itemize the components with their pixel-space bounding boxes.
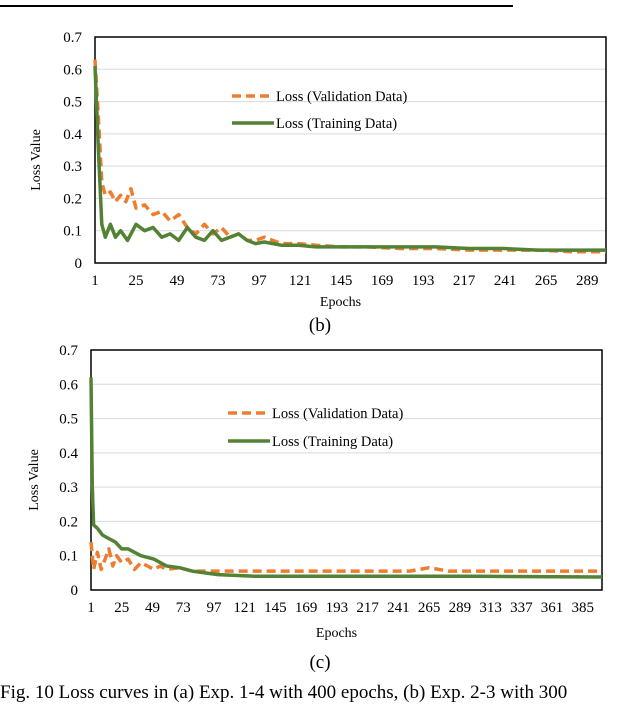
x-axis-label: Epochs [316, 626, 357, 641]
y-tick-label: 0.3 [59, 480, 78, 496]
y-tick-label: 0.4 [63, 127, 82, 143]
plot-area-border [95, 37, 606, 263]
y-tick-label: 0.5 [59, 412, 78, 428]
y-tick-label: 0.6 [63, 62, 82, 78]
x-tick-label: 97 [252, 273, 268, 289]
x-tick-label: 97 [206, 600, 222, 616]
x-tick-label: 145 [330, 273, 353, 289]
legend-label-training: Loss (Training Data) [276, 116, 397, 132]
x-tick-label: 121 [289, 273, 312, 289]
x-tick-label: 193 [326, 600, 349, 616]
x-tick-label: 1 [91, 273, 99, 289]
x-tick-label: 289 [449, 600, 472, 616]
x-tick-label: 193 [412, 273, 435, 289]
x-tick-label: 73 [211, 273, 226, 289]
x-tick-label: 289 [576, 273, 599, 289]
legend-label-validation: Loss (Validation Data) [272, 406, 403, 422]
y-tick-label: 0.7 [63, 30, 82, 46]
y-tick-label: 0 [71, 583, 79, 599]
x-tick-label: 313 [479, 600, 502, 616]
figure-caption: Fig. 10 Loss curves in (a) Exp. 1-4 with… [0, 682, 567, 704]
chart-panel-c: 0 0.1 0.2 0.3 0.4 0.5 0.6 0.7 1 25 49 73 97 121 145 169… [27, 343, 602, 673]
y-tick-label: 0.1 [59, 549, 78, 565]
x-tick-label: 265 [418, 600, 441, 616]
x-tick-label: 169 [371, 273, 394, 289]
y-tick-label: 0.7 [59, 343, 78, 359]
x-tick-label: 25 [114, 600, 129, 616]
x-tick-label: 169 [295, 600, 318, 616]
x-tick-label: 217 [356, 600, 379, 616]
x-tick-label: 241 [387, 600, 410, 616]
y-tick-label: 0.6 [59, 377, 78, 393]
x-tick-label: 241 [494, 273, 517, 289]
y-tick-label: 0 [75, 256, 83, 272]
y-tick-label: 0.2 [59, 514, 78, 530]
x-tick-label: 145 [264, 600, 287, 616]
x-tick-label: 217 [453, 273, 476, 289]
y-tick-label: 0.1 [63, 224, 82, 240]
y-tick-label: 0.3 [63, 159, 82, 175]
y-tick-label: 0.4 [59, 446, 78, 462]
x-tick-label: 73 [176, 600, 191, 616]
y-tick-label: 0.2 [63, 191, 82, 207]
y-axis-label: Loss Value [29, 129, 44, 191]
y-axis-label: Loss Value [27, 449, 42, 511]
plot-area-border [91, 350, 602, 590]
legend-label-validation: Loss (Validation Data) [276, 89, 407, 105]
legend-label-training: Loss (Training Data) [272, 434, 393, 450]
chart-panel-b: 0 0.1 0.2 0.3 0.4 0.5 0.6 0.7 1 25 49 73 97 121 145 169… [29, 30, 606, 336]
x-tick-label: 385 [572, 600, 595, 616]
x-tick-label: 49 [170, 273, 185, 289]
x-tick-label: 25 [129, 273, 144, 289]
x-tick-label: 49 [145, 600, 160, 616]
x-axis-label: Epochs [320, 295, 361, 310]
x-tick-label: 121 [233, 600, 256, 616]
x-tick-label: 337 [510, 600, 533, 616]
panel-label: (b) [309, 315, 331, 336]
x-tick-label: 265 [535, 273, 558, 289]
y-tick-label: 0.5 [63, 95, 82, 111]
x-tick-label: 361 [541, 600, 564, 616]
x-tick-label: 1 [87, 600, 95, 616]
panel-label: (c) [309, 652, 330, 673]
